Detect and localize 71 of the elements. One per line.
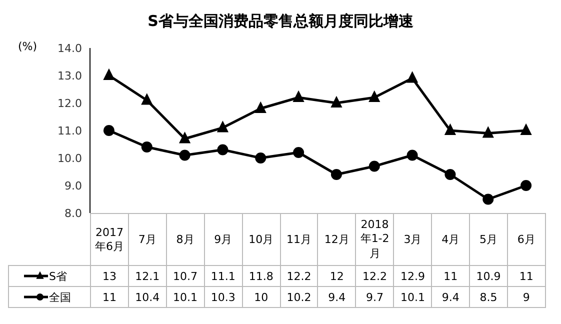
point (217, 144, 228, 156)
x-tick-label: 2018年1-2月 (356, 214, 394, 266)
point (330, 169, 342, 180)
x-tick-label: 7月 (128, 214, 166, 266)
y-tick-label: 14.0 (58, 42, 82, 55)
point (293, 91, 304, 102)
data-label: 11.1 (204, 266, 242, 286)
point (103, 125, 114, 136)
data-label: 11 (432, 266, 470, 286)
y-tick-label: 13.0 (58, 69, 82, 82)
x-tick-label: 2017年6月 (90, 214, 128, 266)
x-tick-label: 3月 (394, 214, 432, 266)
data-label: 10.1 (166, 286, 204, 308)
x-tick-label: 5月 (470, 214, 508, 266)
data-label: 10.4 (128, 286, 166, 308)
data-label: 12.2 (280, 266, 318, 286)
chart-title: S省与全国消费品零售总额月度同比增速 (146, 12, 414, 31)
point (141, 142, 152, 152)
point (520, 124, 532, 135)
point (368, 160, 380, 172)
point (179, 132, 190, 144)
legend-label: S省 (8, 266, 90, 286)
y-tick-label: 8.0 (64, 206, 82, 220)
data-label: 13 (90, 266, 128, 286)
point (179, 150, 190, 161)
data-label: 10.7 (166, 266, 204, 286)
data-label: 9.4 (318, 286, 356, 308)
x-tick-label: 9月 (204, 214, 242, 266)
data-label: 10.3 (204, 286, 242, 308)
data-label: 9.7 (356, 286, 394, 308)
point (520, 180, 532, 191)
y-tick-label: 12.0 (58, 96, 82, 110)
point (255, 102, 266, 113)
point (444, 124, 456, 135)
x-tick-label: 11月 (280, 214, 318, 266)
data-label: 12 (318, 266, 356, 286)
point (444, 169, 456, 180)
point (482, 126, 494, 138)
data-label: 11.8 (242, 266, 280, 286)
data-label: 11 (90, 286, 128, 308)
point (368, 91, 380, 102)
data-label: 12.1 (128, 266, 166, 286)
x-tick-label: 4月 (432, 214, 470, 266)
legend-label: 全国 (8, 286, 90, 308)
y-axis-title: (%) (18, 40, 38, 53)
data-label: 10.9 (470, 266, 508, 286)
x-tick-label: 10月 (242, 214, 280, 266)
y-tick-label: 10.0 (58, 152, 82, 165)
data-label: 8.5 (470, 286, 508, 308)
data-label: 12.9 (394, 266, 432, 286)
data-label: 9 (507, 286, 546, 308)
x-tick-label: 12月 (318, 214, 356, 266)
x-tick-label: 8月 (166, 214, 204, 266)
y-tick-label: 9.0 (64, 179, 82, 192)
point (330, 96, 342, 108)
x-tick-label: 6月 (507, 214, 546, 266)
point (217, 121, 228, 132)
data-label: 10.2 (280, 286, 318, 308)
data-label: 10 (242, 286, 280, 308)
data-label: 12.2 (356, 266, 394, 286)
point (141, 94, 152, 105)
data-label: 9.4 (432, 286, 470, 308)
data-label: 10.1 (394, 286, 432, 308)
point (293, 147, 304, 158)
data-label: 11 (507, 266, 546, 286)
point (103, 69, 114, 80)
point (406, 150, 418, 161)
y-tick-label: 11.0 (58, 124, 82, 138)
point (482, 194, 494, 205)
point (406, 72, 418, 83)
point (255, 152, 266, 164)
